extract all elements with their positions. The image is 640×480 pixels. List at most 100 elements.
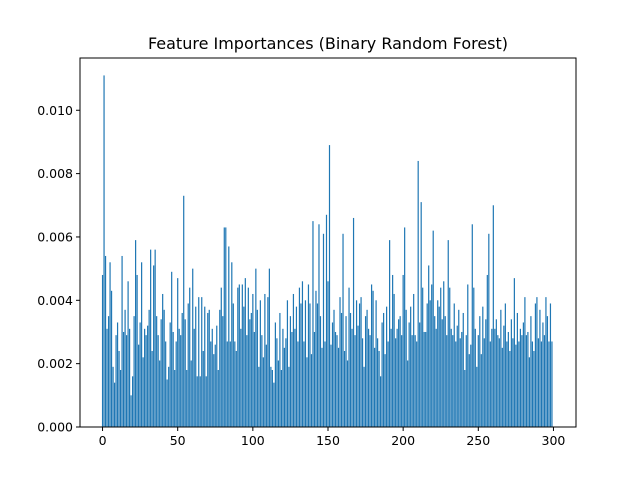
x-tick-label: 150	[316, 433, 340, 448]
bar-feature-267	[503, 325, 505, 427]
bar-series	[101, 75, 553, 428]
bar-feature-237	[458, 309, 460, 427]
bar-feature-143	[316, 303, 319, 427]
bar-feature-7	[112, 366, 114, 427]
bar-feature-292	[540, 341, 543, 427]
bar-feature-45	[169, 322, 171, 427]
bar-feature-172	[360, 297, 362, 427]
bar-feature-290	[537, 338, 540, 427]
bar-feature-263	[497, 335, 499, 427]
bar-feature-227	[443, 281, 445, 427]
bar-feature-232	[450, 328, 452, 427]
bar-feature-65	[199, 376, 201, 427]
bar-feature-160	[342, 233, 344, 427]
bar-feature-121	[283, 347, 286, 427]
bar-feature-148	[324, 341, 326, 427]
bar-feature-8	[113, 382, 116, 427]
bar-feature-13	[121, 255, 123, 427]
bar-feature-216	[426, 303, 428, 427]
bar-feature-114	[273, 382, 275, 427]
bar-feature-126	[291, 331, 293, 427]
bar-feature-244	[468, 354, 470, 427]
bar-feature-228	[444, 316, 446, 427]
bar-feature-5	[109, 262, 111, 427]
bar-feature-281	[524, 297, 526, 427]
bar-feature-55	[184, 319, 186, 427]
bar-feature-116	[276, 338, 278, 427]
bar-feature-247	[473, 287, 475, 427]
bar-feature-68	[204, 306, 206, 427]
bar-feature-108	[264, 293, 266, 427]
bar-feature-20	[132, 376, 134, 427]
bar-feature-203	[407, 360, 409, 427]
bar-feature-264	[498, 338, 500, 427]
bar-feature-129	[295, 306, 298, 427]
bar-feature-140	[312, 221, 314, 427]
bar-feature-17	[127, 281, 129, 427]
bar-feature-219	[431, 284, 433, 427]
bar-feature-218	[429, 300, 431, 427]
bar-feature-255	[485, 319, 487, 427]
bar-feature-242	[465, 335, 467, 427]
bar-feature-224	[438, 306, 440, 427]
bar-feature-152	[330, 344, 332, 427]
bar-feature-225	[440, 287, 442, 427]
bar-feature-250	[477, 335, 479, 427]
bar-feature-22	[135, 240, 137, 427]
bar-feature-60	[192, 268, 194, 427]
bar-feature-294	[543, 335, 546, 427]
bar-feature-38	[159, 360, 161, 427]
axes: 0 50 100 150 200 250 300 0.000 0.002 0.004 0.006 0.…	[37, 57, 577, 448]
bar-feature-182	[375, 300, 377, 427]
bar-feature-11	[118, 350, 120, 427]
bar-feature-286	[531, 341, 534, 427]
bar-feature-69	[205, 376, 207, 427]
bar-feature-12	[119, 369, 122, 427]
bar-feature-288	[534, 303, 537, 427]
bar-feature-1	[103, 75, 105, 428]
bar-feature-39	[160, 319, 162, 427]
bar-feature-136	[306, 357, 308, 427]
bar-feature-284	[528, 357, 530, 427]
bar-feature-147	[322, 233, 325, 427]
bar-feature-217	[428, 265, 430, 427]
bar-feature-130	[297, 341, 299, 427]
bar-feature-268	[504, 303, 506, 427]
bar-feature-253	[482, 306, 484, 427]
bar-feature-75	[214, 344, 216, 427]
bar-feature-236	[456, 325, 458, 427]
bar-feature-98	[249, 319, 251, 427]
bar-feature-62	[195, 306, 197, 427]
bar-feature-165	[349, 312, 352, 427]
bar-feature-87	[232, 303, 234, 427]
bar-feature-169	[355, 300, 358, 427]
bar-feature-124	[288, 366, 290, 427]
bar-feature-195	[395, 338, 397, 427]
bar-feature-97	[247, 287, 249, 427]
bar-feature-102	[255, 268, 257, 427]
bar-feature-283	[527, 331, 529, 427]
bar-feature-30	[147, 325, 149, 427]
bar-feature-151	[328, 145, 331, 427]
bar-feature-99	[250, 312, 252, 427]
bar-feature-48	[174, 369, 176, 427]
bar-feature-204	[408, 322, 410, 427]
bar-feature-90	[237, 287, 239, 427]
bar-feature-4	[107, 316, 110, 427]
bar-feature-246	[471, 224, 473, 427]
bar-feature-279	[521, 335, 523, 427]
bar-feature-179	[370, 284, 373, 427]
bar-feature-53	[181, 312, 183, 427]
bar-feature-170	[357, 325, 359, 427]
bar-feature-196	[396, 328, 398, 427]
bar-feature-271	[509, 350, 511, 427]
bar-feature-193	[392, 274, 394, 427]
bar-feature-259	[491, 328, 493, 427]
bar-feature-37	[157, 335, 159, 427]
bar-feature-243	[467, 284, 469, 427]
bar-feature-3	[106, 328, 108, 427]
bar-feature-194	[393, 293, 395, 427]
bar-feature-208	[414, 335, 416, 427]
bar-feature-6	[110, 290, 113, 427]
bar-feature-41	[163, 309, 165, 427]
